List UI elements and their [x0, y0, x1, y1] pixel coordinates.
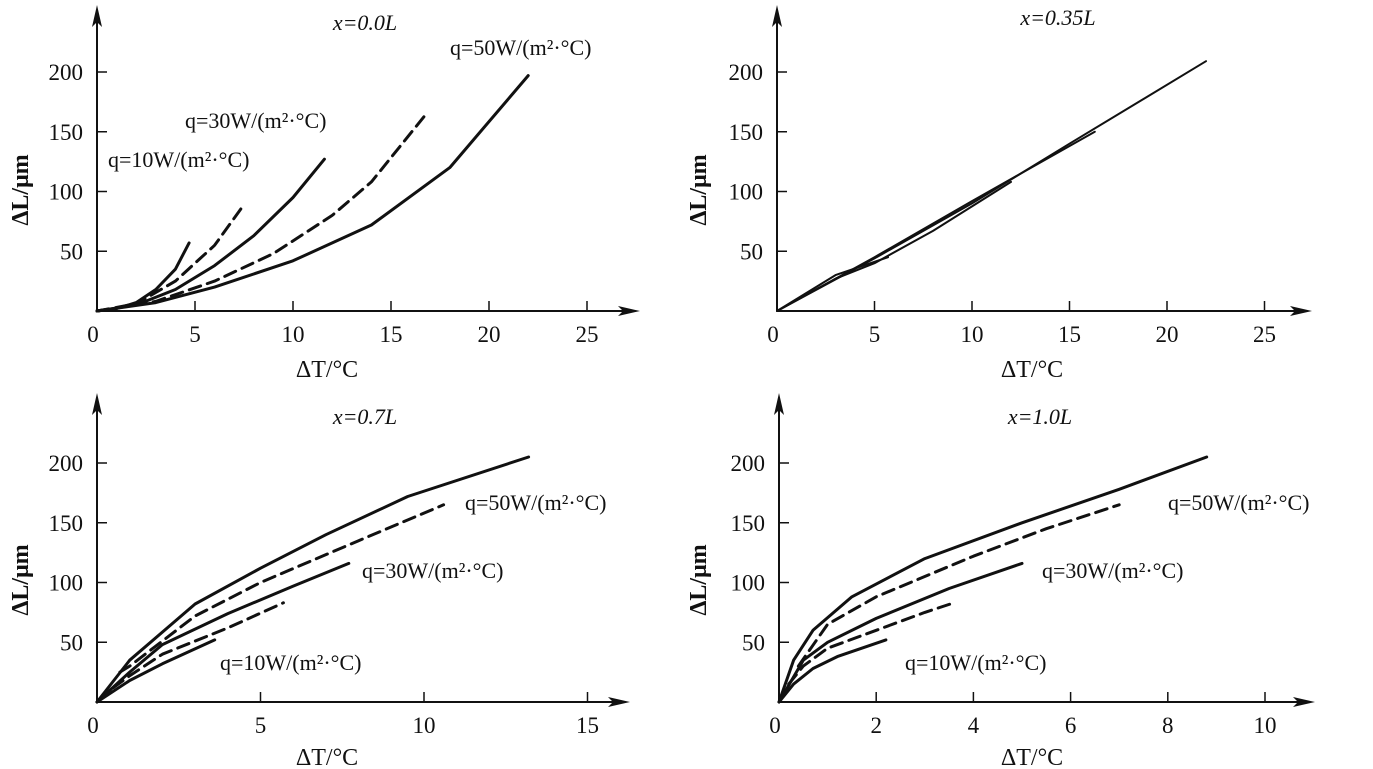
x-tick-label: 6 — [1065, 713, 1077, 738]
series-annotation: q=30W/(m²·°C) — [362, 558, 503, 583]
series-line-3 — [777, 561, 1024, 704]
series-line-5 — [777, 638, 888, 704]
x-tick-label: 5 — [869, 322, 881, 347]
series-line-4 — [787, 601, 956, 686]
y-axis-arrow-icon — [772, 5, 782, 27]
y-tick-label: 100 — [729, 180, 764, 205]
panel-title: x=1.0L — [1007, 404, 1072, 429]
x-tick-label: 0 — [767, 322, 779, 347]
y-axis-label: ΔL/μm — [686, 544, 712, 615]
x-axis-label: ΔT/°C — [1001, 357, 1063, 383]
y-tick-label: 150 — [49, 120, 84, 145]
x-tick-label: 0 — [769, 713, 781, 738]
x-tick-label: 25 — [576, 322, 599, 347]
series-annotation: q=10W/(m²·°C) — [108, 147, 249, 172]
series-line-5 — [95, 74, 530, 313]
x-axis-label: ΔT/°C — [296, 745, 358, 769]
chart-panel-4: 0 2 4 6 8 10 50 100 150 200 x=1.0L ΔT/°C ΔL/μm q=50W/… — [686, 393, 1315, 769]
series-line-1 — [95, 455, 531, 704]
x-tick-label: 5 — [255, 713, 267, 738]
y-tick-label: 150 — [729, 120, 764, 145]
x-axis-label: ΔT/°C — [296, 357, 358, 383]
y-tick-label: 100 — [49, 571, 84, 596]
x-tick-label: 10 — [961, 322, 984, 347]
chart-panel-2: 0 5 10 15 20 25 50 100 150 200 x=0.35L ΔT/°C ΔL/μm — [686, 5, 1312, 383]
panel-title: x=0.0L — [332, 10, 397, 35]
series-annotation: q=10W/(m²·°C) — [220, 650, 361, 675]
series-annotation: q=50W/(m²·°C) — [450, 35, 591, 60]
x-axis-label: ΔT/°C — [1001, 745, 1063, 769]
chart-panel-1: 0 5 10 15 20 25 50 100 150 200 x=0.0L ΔT/°C ΔL/μm q=5… — [8, 5, 640, 383]
panel-title: x=0.35L — [1019, 5, 1095, 30]
x-tick-label: 0 — [87, 322, 99, 347]
x-tick-label: 15 — [380, 322, 403, 347]
series-line-2 — [796, 503, 1121, 668]
chart-panel-3: 0 5 10 15 50 100 150 200 x=0.7L ΔT/°C ΔL/μm q=50W/(… — [8, 393, 630, 769]
series-annotation: q=30W/(m²·°C) — [185, 108, 326, 133]
x-tick-label: 10 — [1254, 713, 1277, 738]
series-line-2 — [118, 503, 446, 674]
x-tick-label: 8 — [1162, 713, 1174, 738]
x-axis-arrow-icon — [618, 306, 640, 316]
y-tick-label: 200 — [731, 451, 766, 476]
y-tick-label: 200 — [49, 451, 84, 476]
series-annotation: q=50W/(m²·°C) — [465, 490, 606, 515]
x-tick-label: 15 — [1058, 322, 1081, 347]
x-axis-arrow-icon — [1293, 697, 1315, 707]
series-line-4 — [95, 112, 428, 313]
y-axis-arrow-icon — [92, 5, 102, 27]
series-annotation: q=10W/(m²·°C) — [905, 650, 1046, 675]
y-tick-label: 200 — [49, 60, 84, 85]
series-annotation: q=50W/(m²·°C) — [1168, 490, 1309, 515]
x-tick-label: 0 — [87, 713, 99, 738]
x-tick-label: 10 — [282, 322, 305, 347]
series-line-3 — [95, 561, 351, 704]
y-tick-label: 100 — [49, 180, 84, 205]
y-tick-label: 100 — [731, 571, 766, 596]
panel-title: x=0.7L — [332, 404, 397, 429]
y-axis-arrow-icon — [774, 393, 784, 415]
series-line-5 — [95, 638, 217, 704]
x-axis-arrow-icon — [1290, 306, 1312, 316]
x-tick-label: 15 — [576, 713, 599, 738]
x-tick-label: 5 — [189, 322, 201, 347]
y-tick-label: 150 — [49, 511, 84, 536]
x-tick-label: 2 — [870, 713, 882, 738]
y-tick-label: 50 — [742, 630, 765, 655]
y-tick-label: 50 — [60, 630, 83, 655]
y-tick-label: 50 — [740, 239, 763, 264]
y-axis-arrow-icon — [92, 393, 102, 415]
series-line-4 — [776, 256, 890, 312]
x-tick-label: 20 — [478, 322, 501, 347]
y-tick-label: 200 — [729, 60, 764, 85]
x-tick-label: 20 — [1156, 322, 1179, 347]
x-tick-label: 25 — [1253, 322, 1276, 347]
series-line-3 — [776, 180, 1012, 312]
y-axis-label: ΔL/μm — [686, 154, 712, 225]
x-axis-arrow-icon — [608, 697, 630, 707]
y-axis-label: ΔL/μm — [8, 544, 34, 615]
series-line-4 — [111, 601, 285, 690]
y-axis-label: ΔL/μm — [8, 154, 34, 225]
y-tick-label: 150 — [731, 511, 766, 536]
x-tick-label: 10 — [413, 713, 436, 738]
x-tick-label: 4 — [968, 713, 980, 738]
series-line-1 — [777, 455, 1209, 704]
series-annotation: q=30W/(m²·°C) — [1042, 558, 1183, 583]
y-tick-label: 50 — [60, 239, 83, 264]
